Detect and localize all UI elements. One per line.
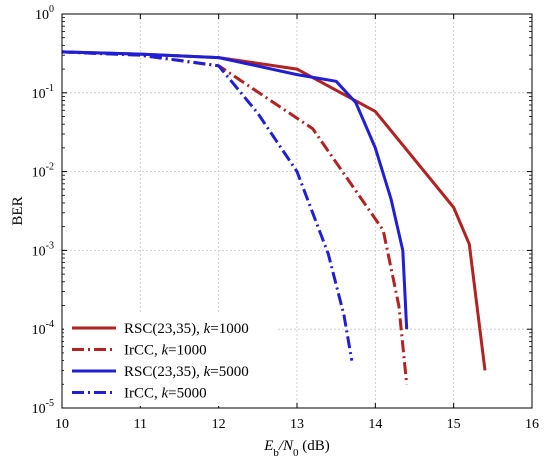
y-tick-base: 10 — [32, 323, 46, 338]
legend-label-2: IrCC, k=1000 — [124, 343, 207, 359]
series-line-3 — [61, 50, 409, 330]
y-tick-label: 10-4 — [32, 319, 54, 338]
y-tick-exponent: -1 — [46, 83, 54, 94]
legend-label-3: RSC(23,35), k=5000 — [124, 364, 249, 380]
series-group — [61, 50, 487, 385]
y-tick-label: 100 — [35, 4, 54, 23]
legend-label-suffix: =1000 — [210, 321, 248, 337]
legend-label-suffix: =5000 — [168, 386, 206, 402]
y-tick-exponent: -2 — [46, 162, 54, 173]
y-tick-label: 10-5 — [32, 398, 54, 417]
series-line-4 — [61, 50, 354, 361]
y-tick-base: 10 — [32, 244, 46, 259]
y-tick-base: 10 — [32, 87, 46, 102]
x-tick-label: 10 — [55, 417, 69, 432]
legend-label-suffix: =5000 — [210, 364, 248, 380]
x-label-sub1: b — [273, 447, 279, 459]
legend-label-prefix: RSC(23,35), — [124, 364, 204, 380]
y-tick-exponent: -4 — [46, 319, 54, 330]
legend-label-var: k — [162, 386, 169, 402]
y-tick-base: 10 — [32, 166, 46, 181]
x-tick-label: 12 — [212, 417, 226, 432]
x-tick-label: 15 — [447, 417, 461, 432]
x-label-main: E — [263, 438, 273, 454]
legend-label-var: k — [204, 321, 211, 337]
legend-label-suffix: =1000 — [168, 343, 206, 359]
legend-label-prefix: RSC(23,35), — [124, 321, 204, 337]
y-axis-label: BER — [10, 196, 26, 225]
y-tick-label: 10-3 — [32, 240, 54, 259]
legend-label-var: k — [162, 343, 169, 359]
x-label-slash: /N — [278, 438, 294, 454]
legend-label-prefix: IrCC, — [124, 386, 162, 402]
x-label-unit: (dB) — [299, 438, 330, 454]
y-tick-label: 10-2 — [32, 162, 54, 181]
legend-label-prefix: IrCC, — [124, 343, 162, 359]
legend-label-1: RSC(23,35), k=1000 — [124, 321, 249, 337]
x-tick-label: 11 — [134, 417, 147, 432]
x-label-sub2: 0 — [293, 447, 299, 459]
y-tick-exponent: -3 — [46, 240, 54, 251]
y-tick-label: 10-1 — [32, 83, 54, 102]
x-tick-label: 14 — [368, 417, 382, 432]
y-tick-base: 10 — [32, 402, 46, 417]
legend-label-var: k — [204, 364, 211, 380]
series-line-2 — [61, 50, 409, 385]
y-tick-exponent: 0 — [49, 4, 54, 15]
y-tick-base: 10 — [35, 8, 49, 23]
legend-label-4: IrCC, k=5000 — [124, 386, 207, 402]
x-tick-label: 13 — [290, 417, 304, 432]
y-tick-exponent: -5 — [46, 398, 54, 409]
x-axis-label: Eb/N0 (dB) — [263, 438, 330, 459]
x-tick-label: 16 — [525, 417, 539, 432]
